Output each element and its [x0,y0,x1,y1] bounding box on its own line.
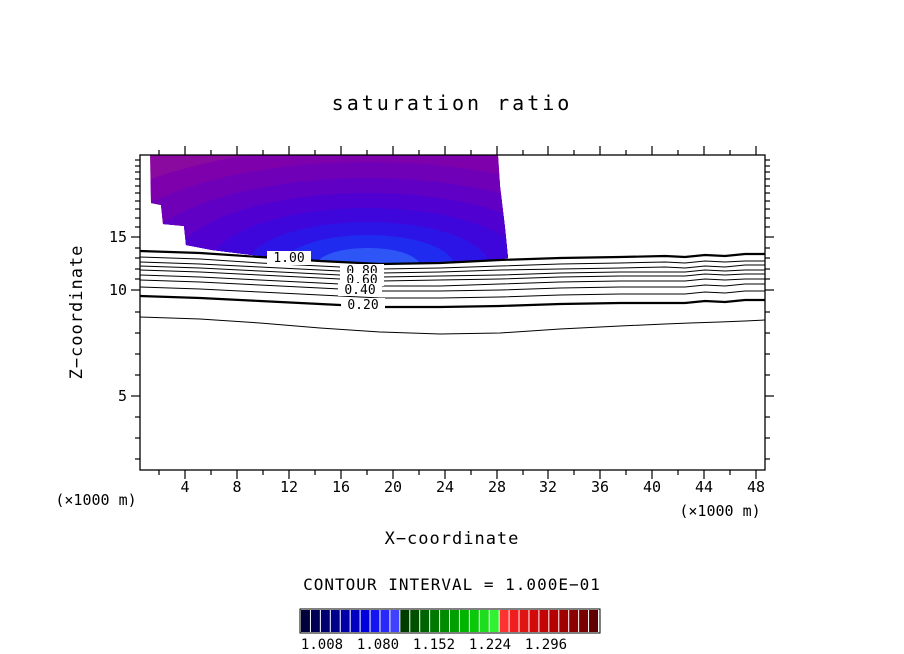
colorbar-tick-label: 1.152 [413,637,455,653]
colorbar-segment [539,610,549,632]
x-axis-tick-label: 28 [488,478,506,496]
colorbar-segment [420,610,430,632]
colorbar [301,610,598,632]
contour-label-text: 0.20 [347,298,378,313]
colorbar-segment [469,610,479,632]
colorbar-segment [549,610,559,632]
colorbar-tick-label: 1.008 [301,637,343,653]
colorbar-segment [310,610,320,632]
colorbar-segment [529,610,539,632]
colorbar-tick-label: 1.296 [525,637,567,653]
x-axis-tick-label: 40 [643,478,661,496]
contour-line-0.70 [139,265,765,278]
colorbar-border [299,608,601,634]
colorbar-segment [509,610,519,632]
label-mask [341,298,385,312]
colorbar-segment [370,610,380,632]
colorbar-segment [440,610,449,632]
colorbar-segment [589,610,598,632]
colorbar-segment [569,610,579,632]
contour-interval-caption: CONTOUR INTERVAL = 1.000E−01 [303,575,601,594]
colorbar-segment [430,610,440,632]
colorbar-segment [380,610,390,632]
contour-line-0.50 [139,274,765,287]
x-axis-tick-label: 20 [384,478,402,496]
filled-contour-region [150,155,508,264]
x-axis-tick-label: 24 [436,478,454,496]
x-axis-tick-label: 16 [332,478,350,496]
colorbar-segment [400,610,410,632]
contour-line-label-0.40: 0.40 [338,283,382,298]
colorbar-tick-label: 1.224 [469,637,511,653]
colorbar-segment [459,610,469,632]
colorbar-segment [450,610,459,632]
y-axis-label: Z−coordinate [67,245,87,380]
chart-title: saturation ratio [332,91,573,115]
filled-contour-band [316,248,420,264]
label-mask [340,273,384,286]
x-axis-tick-label: 36 [591,478,609,496]
colorbar-segment [360,610,370,632]
x-axis-tick-label: 48 [747,478,765,496]
colorbar-tick-label: 1.080 [357,637,399,653]
colorbar-segment [499,610,509,632]
label-mask [338,283,382,296]
x-axis-tick-label: 32 [539,478,557,496]
colorbar-labels: 1.008 1.080 1.152 1.224 1.296 [301,637,567,653]
x-axis-tick-label: 4 [180,478,189,496]
filled-contour-band [282,235,454,264]
contour-label-text: 0.40 [344,283,375,298]
contour-lines [139,249,766,335]
colorbar-segment [410,610,420,632]
contour-line-0.30 [139,286,765,299]
contour-line-0.80 [139,261,765,274]
x-axis-label: X−coordinate [385,529,520,549]
x-axis-tick-label: 8 [232,478,241,496]
x-axis-tick-label: 44 [695,478,713,496]
colorbar-segment [390,610,400,632]
x-axis-tick-label: 12 [280,478,298,496]
y-axis-units-label: (×1000 m) [55,491,136,509]
colorbar-segment [489,610,499,632]
colorbar-segment [350,610,360,632]
colorbar-segment [320,610,330,632]
y-axis-tick-label: 5 [118,387,127,405]
contour-line-label-1.00: 1.00 [267,251,311,266]
colorbar-segment [330,610,340,632]
colorbar-segment [479,610,489,632]
colorbar-segment [301,610,310,632]
colorbar-segment [340,610,350,632]
y-axis-tick-label: 15 [109,228,127,246]
colorbar-segment [579,610,589,632]
x-axis-units-label: (×1000 m) [679,502,760,520]
contour-line-0.40 [139,279,765,292]
y-axis-tick-label: 10 [109,281,127,299]
contour-line-0.60 [139,269,765,282]
contour-line-0.10 [139,316,766,335]
contour-label-text: 1.00 [273,251,304,266]
contour-line-0.20 [139,294,765,309]
colorbar-segment [519,610,529,632]
colorbar-segment [559,610,569,632]
label-mask [267,251,311,265]
contour-line-label-0.20: 0.20 [341,298,385,313]
